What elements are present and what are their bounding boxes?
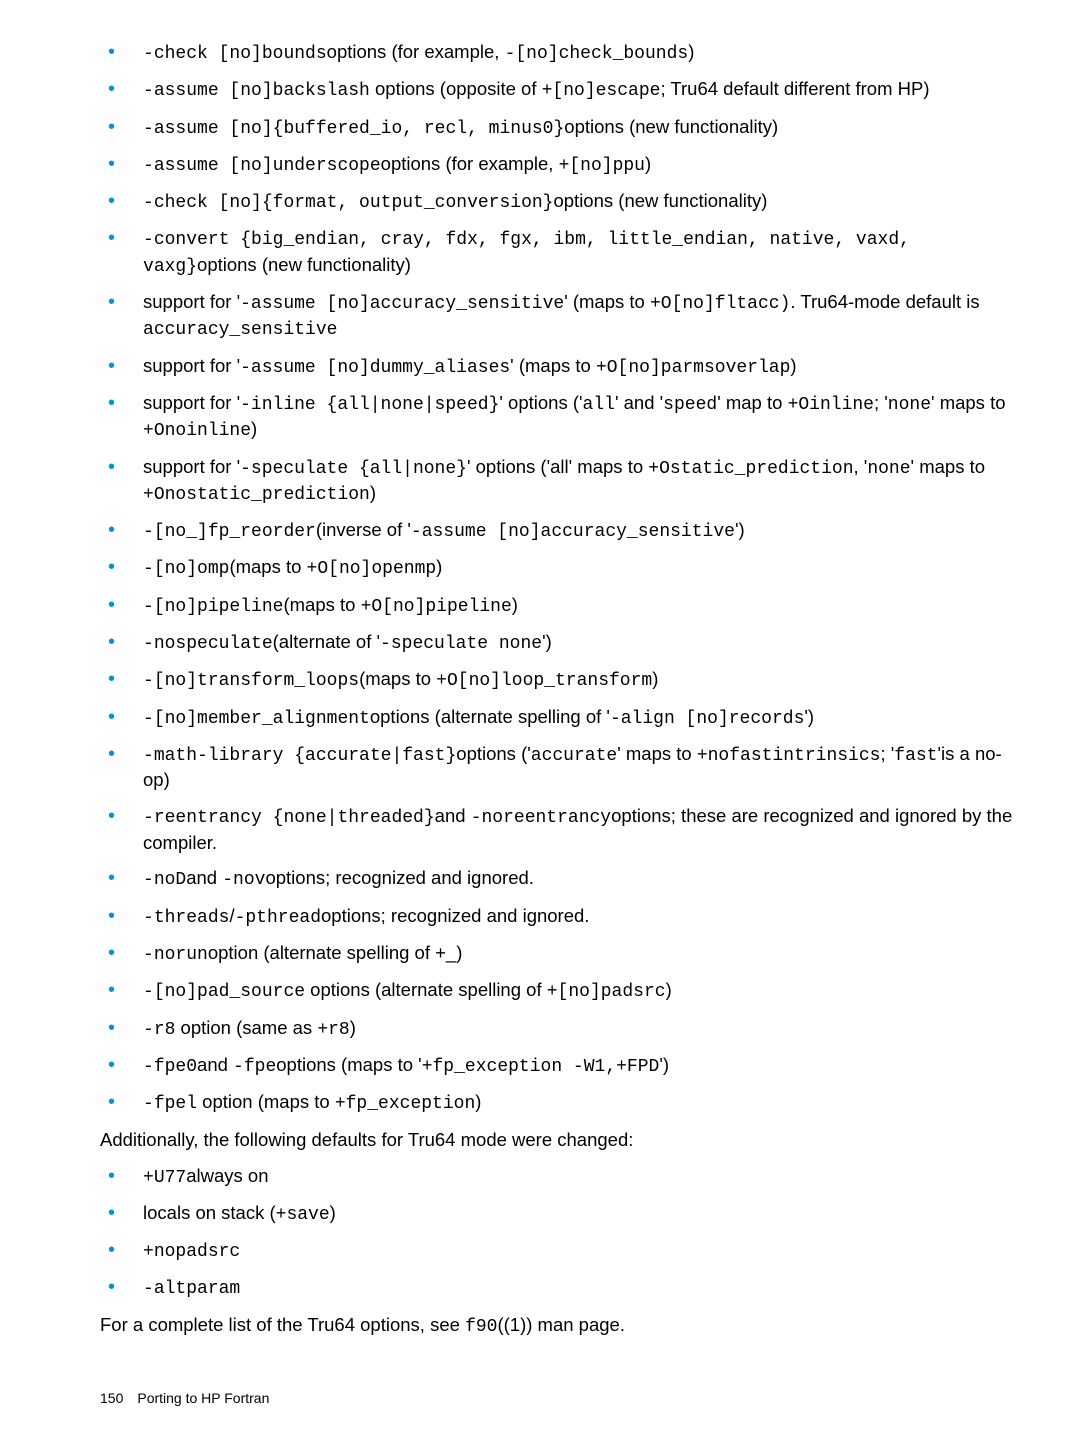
mid-paragraph: Additionally, the following defaults for… — [100, 1128, 1020, 1153]
item-text: -[no_]fp_reorder(inverse of '-assume [no… — [143, 518, 1020, 544]
bullet-icon: • — [108, 290, 115, 314]
bullet-icon: • — [108, 630, 115, 654]
list-item: • -[no_]fp_reorder(inverse of '-assume [n… — [100, 518, 1020, 544]
list-item: • support for '-speculate {all|none}' opt… — [100, 455, 1020, 508]
list-item: • -threads/-pthreadoptions; recognized an… — [100, 904, 1020, 930]
item-text: -fpel option (maps to +fp_exception) — [143, 1090, 1020, 1116]
bullet-icon: • — [108, 1275, 115, 1299]
list-item: • -r8 option (same as +r8) — [100, 1016, 1020, 1042]
item-text: -[no]pad_source options (alternate spell… — [143, 978, 1020, 1004]
item-text: -nospeculate(alternate of '-speculate no… — [143, 630, 1020, 656]
item-text: -reentrancy {none|threaded}and -noreentr… — [143, 804, 1020, 855]
bullet-icon: • — [108, 593, 115, 617]
item-text: -norunoption (alternate spelling of +_) — [143, 941, 1020, 967]
list-item: • -fpel option (maps to +fp_exception) — [100, 1090, 1020, 1116]
bullet-icon: • — [108, 518, 115, 542]
bullet-icon: • — [108, 1238, 115, 1262]
bullet-icon: • — [108, 152, 115, 176]
list-item: • -[no]transform_loops(maps to +O[no]loop… — [100, 667, 1020, 693]
bullet-icon: • — [108, 667, 115, 691]
bullet-icon: • — [108, 1164, 115, 1188]
list-item: • locals on stack (+save) — [100, 1201, 1020, 1227]
bullet-icon: • — [108, 354, 115, 378]
item-text: support for '-speculate {all|none}' opti… — [143, 455, 1020, 508]
list-item: • -nospeculate(alternate of '-speculate n… — [100, 630, 1020, 656]
bullet-icon: • — [108, 455, 115, 479]
list-item: • -reentrancy {none|threaded}and -noreent… — [100, 804, 1020, 855]
list-item: • -[no]pad_source options (alternate spel… — [100, 978, 1020, 1004]
item-text: +nopadsrc — [143, 1238, 1020, 1264]
item-text: -fpe0and -fpeoptions (maps to '+fp_excep… — [143, 1053, 1020, 1079]
item-text: support for '-inline {all|none|speed}' o… — [143, 391, 1020, 444]
bullet-icon: • — [108, 904, 115, 928]
item-text: -assume [no]underscopeoptions (for examp… — [143, 152, 1020, 178]
item-text: -math-library {accurate|fast}options ('a… — [143, 742, 1020, 793]
bullet-icon: • — [108, 941, 115, 965]
list-item: • -check [no]boundsoptions (for example, … — [100, 40, 1020, 66]
item-text: -noDand -novoptions; recognized and igno… — [143, 866, 1020, 892]
bullet-icon: • — [108, 1016, 115, 1040]
list-item: • -assume [no]{buffered_io, recl, minus0}… — [100, 115, 1020, 141]
list-item: • -check [no]{format, output_conversion}o… — [100, 189, 1020, 215]
list-item: • -[no]omp(maps to +O[no]openmp) — [100, 555, 1020, 581]
list-item: • support for '-inline {all|none|speed}' … — [100, 391, 1020, 444]
item-text: -check [no]boundsoptions (for example, -… — [143, 40, 1020, 66]
item-text: -[no]member_alignmentoptions (alternate … — [143, 705, 1020, 731]
option-list-1: • -check [no]boundsoptions (for example, … — [100, 40, 1020, 1117]
item-text: -assume [no]{buffered_io, recl, minus0}o… — [143, 115, 1020, 141]
bullet-icon: • — [108, 391, 115, 415]
item-text: -[no]transform_loops(maps to +O[no]loop_… — [143, 667, 1020, 693]
item-text: locals on stack (+save) — [143, 1201, 1020, 1227]
bullet-icon: • — [108, 555, 115, 579]
end-paragraph: For a complete list of the Tru64 options… — [100, 1313, 1020, 1339]
item-text: +U77always on — [143, 1164, 1020, 1190]
bullet-icon: • — [108, 226, 115, 250]
item-text: -[no]pipeline(maps to +O[no]pipeline) — [143, 593, 1020, 619]
list-item: • support for '-assume [no]dummy_aliases'… — [100, 354, 1020, 380]
list-item: • +U77always on — [100, 1164, 1020, 1190]
bullet-icon: • — [108, 115, 115, 139]
list-item: • +nopadsrc — [100, 1238, 1020, 1264]
bullet-icon: • — [108, 866, 115, 890]
item-text: -check [no]{format, output_conversion}op… — [143, 189, 1020, 215]
item-text: -assume [no]backslash options (opposite … — [143, 77, 1020, 103]
list-item: • -convert {big_endian, cray, fdx, fgx, i… — [100, 226, 1020, 279]
list-item: • -noDand -novoptions; recognized and ign… — [100, 866, 1020, 892]
bullet-icon: • — [108, 189, 115, 213]
list-item: • support for '-assume [no]accuracy_sensi… — [100, 290, 1020, 343]
list-item: • -assume [no]backslash options (opposite… — [100, 77, 1020, 103]
list-item: • -math-library {accurate|fast}options ('… — [100, 742, 1020, 793]
item-text: -convert {big_endian, cray, fdx, fgx, ib… — [143, 226, 1020, 279]
page-footer: 150 Porting to HP Fortran — [100, 1390, 269, 1406]
item-text: -r8 option (same as +r8) — [143, 1016, 1020, 1042]
bullet-icon: • — [108, 1090, 115, 1114]
bullet-icon: • — [108, 705, 115, 729]
list-item: • -fpe0and -fpeoptions (maps to '+fp_exce… — [100, 1053, 1020, 1079]
list-item: • -assume [no]underscopeoptions (for exam… — [100, 152, 1020, 178]
item-text: support for '-assume [no]dummy_aliases' … — [143, 354, 1020, 380]
bullet-icon: • — [108, 40, 115, 64]
item-text: -[no]omp(maps to +O[no]openmp) — [143, 555, 1020, 581]
list-item: • -[no]member_alignmentoptions (alternate… — [100, 705, 1020, 731]
bullet-icon: • — [108, 804, 115, 828]
list-item: • -norunoption (alternate spelling of +_) — [100, 941, 1020, 967]
bullet-icon: • — [108, 742, 115, 766]
bullet-icon: • — [108, 77, 115, 101]
item-text: support for '-assume [no]accuracy_sensit… — [143, 290, 1020, 343]
bullet-icon: • — [108, 978, 115, 1002]
item-text: -altparam — [143, 1275, 1020, 1301]
option-list-2: • +U77always on • locals on stack (+save) • +… — [100, 1164, 1020, 1302]
list-item: • -altparam — [100, 1275, 1020, 1301]
bullet-icon: • — [108, 1053, 115, 1077]
list-item: • -[no]pipeline(maps to +O[no]pipeline) — [100, 593, 1020, 619]
bullet-icon: • — [108, 1201, 115, 1225]
item-text: -threads/-pthreadoptions; recognized and… — [143, 904, 1020, 930]
